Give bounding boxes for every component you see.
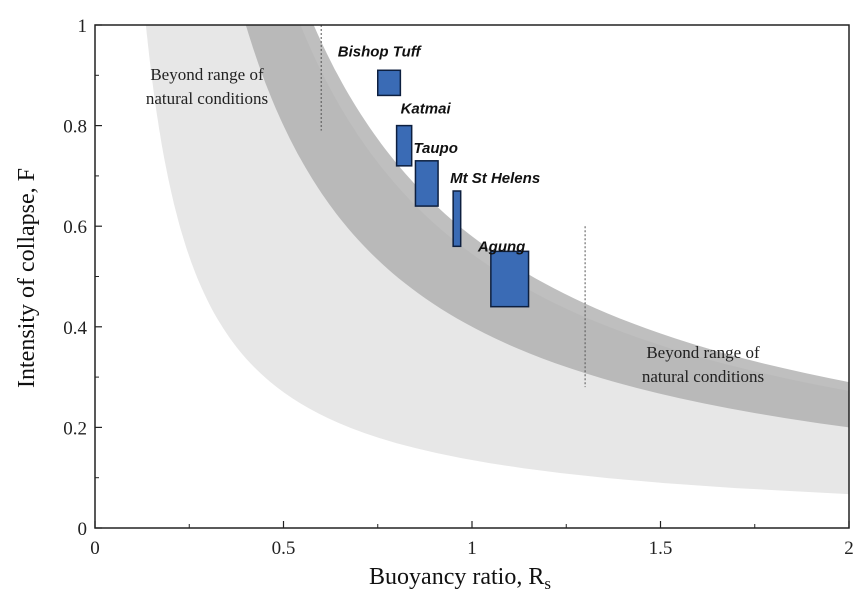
x-axis-title: Buoyancy ratio, Rs xyxy=(369,564,551,593)
x-tick-label: 0 xyxy=(90,538,100,559)
beyond-range-label-1: Beyond range of natural conditions xyxy=(146,65,268,108)
box-katmai xyxy=(395,124,413,167)
label-taupo: Taupo xyxy=(413,140,457,157)
label-bishop-tuff: Bishop Tuff xyxy=(338,43,423,60)
inner-band xyxy=(245,25,849,428)
box-taupo xyxy=(414,160,439,207)
axis-ticks: 0 0.5 1 1.5 2 0 0.2 0.4 0.6 0.8 1 xyxy=(63,16,854,559)
y-tick-label: 0.2 xyxy=(63,418,87,439)
natural-limit-lines xyxy=(320,25,586,388)
label-agung: Agung xyxy=(477,238,525,255)
y-tick-label: 0.4 xyxy=(63,318,87,339)
envelope-bands xyxy=(145,25,849,495)
y-tick-label: 1 xyxy=(78,16,88,37)
x-tick-label: 0.5 xyxy=(272,538,296,559)
x-tick-label: 1 xyxy=(467,538,477,559)
label-mt-st-helens: Mt St Helens xyxy=(450,170,540,187)
x-tick-label: 2 xyxy=(844,538,854,559)
volcano-boxes xyxy=(377,69,530,308)
box-bishop-tuff xyxy=(377,69,402,97)
text-labels: Beyond range of natural conditions Beyond … xyxy=(146,43,764,386)
y-tick-label: 0.8 xyxy=(63,117,87,138)
y-tick-label: 0.6 xyxy=(63,217,87,238)
label-katmai: Katmai xyxy=(401,101,452,118)
y-tick-label: 0 xyxy=(78,519,88,540)
box-agung xyxy=(490,250,530,308)
x-tick-label: 1.5 xyxy=(649,538,673,559)
beyond-range-label-2: Beyond range of natural conditions xyxy=(642,343,764,386)
y-axis-title: Intensity of collapse, F xyxy=(14,168,40,388)
box-mt-st-helens xyxy=(452,190,462,248)
